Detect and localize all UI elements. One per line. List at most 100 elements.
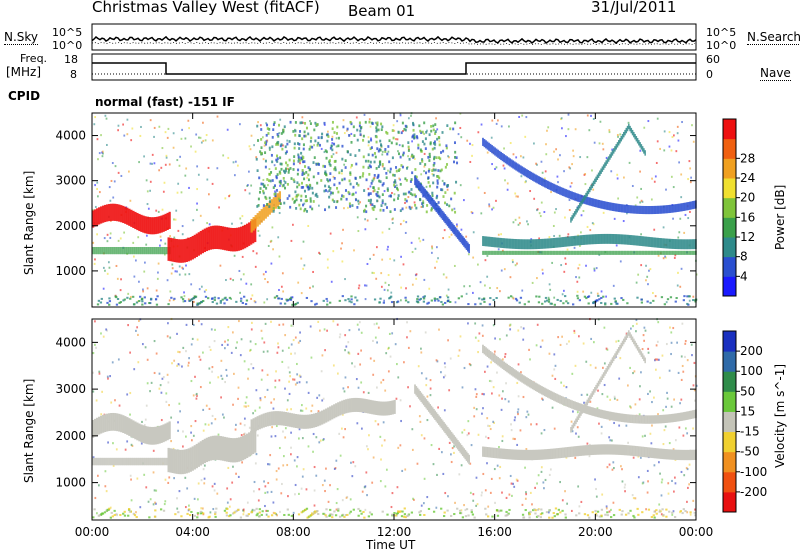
power-scatter-cell — [432, 163, 435, 167]
velocity-noise-cell — [547, 511, 550, 514]
power-ground-cell — [416, 300, 419, 303]
velocity-ground-cell — [127, 514, 130, 517]
power-noise-cell — [402, 130, 404, 133]
velocity-noise-cell — [369, 357, 372, 360]
power-scatter-cell — [355, 198, 358, 202]
power-noise-cell — [480, 123, 483, 126]
velocity-noise-cell — [649, 390, 651, 393]
velocity-grey-echo — [122, 415, 125, 433]
power-scatter-cell — [296, 172, 299, 176]
power-scatter-cell — [309, 122, 312, 125]
velocity-grey-echo — [195, 443, 198, 469]
power-noise-cell — [375, 277, 378, 280]
power-noise-cell — [357, 202, 360, 205]
power-band — [507, 238, 510, 249]
power-noise-cell — [544, 170, 547, 173]
power-red-echo — [189, 236, 192, 261]
power-noise-cell — [407, 117, 410, 120]
velocity-ground-cell — [394, 514, 397, 517]
velocity-v-arc — [621, 340, 624, 347]
power-red-echo — [205, 227, 209, 252]
power-scatter-cell — [304, 199, 307, 203]
power-scatter-cell — [341, 178, 344, 182]
velocity-arc — [669, 414, 672, 423]
power-scatter-cell — [362, 134, 365, 138]
power-noise-cell — [602, 211, 605, 214]
velocity-noise-cell — [583, 401, 585, 404]
velocity-noise-cell — [336, 488, 339, 491]
velocity-noise-cell — [136, 326, 139, 329]
power-noise-cell — [341, 260, 344, 263]
power-scatter-cell — [425, 210, 428, 214]
power-band — [639, 235, 641, 246]
velocity-noise-cell — [525, 491, 527, 494]
velocity-band — [554, 448, 557, 459]
power-arc — [540, 177, 543, 186]
velocity-colorbar-label: Velocity [m s^-1] — [773, 363, 787, 468]
velocity-ground-cell — [214, 513, 217, 516]
velocity-ground-cell — [637, 513, 640, 516]
velocity-noise-cell — [493, 350, 496, 353]
power-noise-cell — [467, 253, 470, 256]
power-ground-cell — [119, 301, 123, 304]
power-band — [556, 237, 558, 248]
velocity-ground-cell — [446, 509, 449, 512]
power-noise-cell — [268, 148, 271, 152]
velocity-noise-cell — [667, 492, 670, 495]
velocity-noise-cell — [129, 474, 132, 477]
power-v-arc — [600, 168, 602, 174]
velocity-ground-cell — [459, 512, 462, 515]
velocity-band — [485, 446, 487, 458]
velocity-ground-cell — [443, 511, 446, 514]
velocity-streak — [417, 389, 420, 399]
power-band-low — [510, 250, 513, 255]
power-scatter-cell — [375, 192, 378, 196]
velocity-v-arc — [590, 393, 592, 399]
velocity-noise-cell — [559, 343, 562, 347]
power-band — [504, 238, 507, 249]
power-noise-cell — [517, 195, 519, 198]
velocity-noise-cell — [287, 495, 289, 498]
power-arc — [533, 173, 536, 182]
power-ground-cell — [356, 299, 359, 302]
power-band-low — [627, 250, 629, 255]
velocity-noise-cell — [301, 437, 304, 440]
velocity-noise-cell — [211, 414, 214, 417]
velocity-ground-cell — [658, 510, 661, 513]
velocity-noise-cell — [203, 477, 206, 480]
velocity-grey-echo — [270, 411, 273, 426]
power-scatter-cell — [274, 194, 277, 198]
power-ground-cell — [446, 296, 450, 299]
velocity-noise-cell — [104, 485, 107, 488]
power-scatter-cell — [444, 191, 447, 194]
power-scatter-cell — [421, 130, 424, 134]
power-red-echo — [173, 238, 176, 263]
power-arc — [542, 178, 545, 187]
power-noise-cell — [672, 134, 675, 137]
power-noise-cell — [144, 261, 146, 264]
power-noise-cell — [463, 199, 465, 202]
power-scatter-cell — [358, 121, 361, 125]
power-v-arc — [597, 172, 600, 178]
velocity-noise-cell — [344, 428, 347, 431]
velocity-noise-cell — [400, 419, 402, 423]
velocity-grey-echo — [120, 414, 123, 433]
velocity-arc — [545, 388, 548, 397]
velocity-grey-echo — [227, 437, 231, 463]
power-scatter-cell — [404, 124, 407, 128]
velocity-noise-cell — [155, 489, 158, 492]
power-noise-cell — [181, 225, 184, 228]
velocity-noise-cell — [430, 444, 433, 447]
velocity-noise-cell — [594, 478, 596, 481]
power-noise-cell — [684, 213, 687, 216]
power-noise-cell — [536, 277, 538, 280]
power-band — [509, 238, 512, 249]
velocity-noise-cell — [301, 409, 304, 412]
power-v-arc — [595, 176, 597, 183]
velocity-streak — [445, 425, 448, 435]
velocity-ground-cell — [286, 508, 289, 511]
power-noise-cell — [178, 265, 181, 268]
velocity-grey-echo — [373, 400, 376, 415]
power-green-echo — [98, 246, 101, 255]
power-noise-cell — [656, 140, 659, 143]
